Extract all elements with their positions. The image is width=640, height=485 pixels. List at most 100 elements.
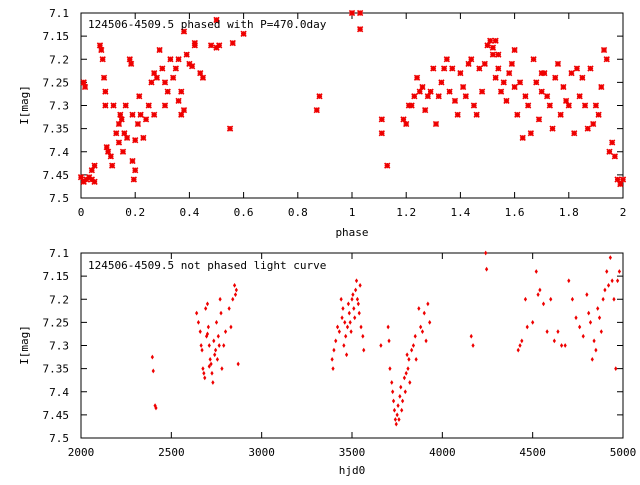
data-point xyxy=(576,93,583,100)
data-point xyxy=(556,329,560,335)
data-point xyxy=(355,296,360,302)
data-point xyxy=(102,102,109,109)
data-point xyxy=(414,356,418,362)
data-point xyxy=(349,329,353,335)
data-point xyxy=(588,319,593,325)
data-point xyxy=(188,63,196,70)
data-point xyxy=(384,162,391,169)
data-point xyxy=(611,153,619,160)
data-point xyxy=(342,343,346,348)
data-point xyxy=(140,134,147,142)
y-tick-label: 7.15 xyxy=(43,270,70,283)
x-tick-label: 1.4 xyxy=(450,206,470,219)
data-point xyxy=(113,130,120,137)
data-point xyxy=(428,319,432,325)
data-point xyxy=(151,69,158,77)
data-point xyxy=(449,65,456,72)
data-point xyxy=(167,56,174,63)
y-tick-label: 7.1 xyxy=(49,7,69,20)
y-axis-ticks: 7.1 7.15 7.2 7.25 7.3 7.35 7.4 7.45 7.5 xyxy=(43,7,623,205)
data-point xyxy=(522,93,529,100)
data-point xyxy=(350,296,354,302)
data-point xyxy=(411,93,418,100)
x-tick-label: 1.6 xyxy=(505,206,525,219)
y-tick-label: 7.45 xyxy=(43,169,70,182)
data-point xyxy=(390,380,394,385)
data-point xyxy=(341,306,345,311)
y-tick-label: 7.2 xyxy=(49,293,69,306)
data-point xyxy=(559,343,564,348)
data-point xyxy=(180,106,188,114)
data-point xyxy=(178,88,185,95)
data-point xyxy=(96,42,104,49)
data-point xyxy=(229,39,236,47)
data-point xyxy=(222,343,226,348)
data-point xyxy=(403,389,407,395)
x-tick-label: 0.4 xyxy=(179,206,199,219)
data-point xyxy=(524,102,532,109)
data-point xyxy=(213,16,220,24)
data-point xyxy=(226,125,234,132)
data-point xyxy=(552,338,556,344)
data-point xyxy=(202,370,206,376)
data-point xyxy=(107,153,114,160)
data-point xyxy=(424,93,432,100)
y-tick-label: 7.35 xyxy=(43,363,70,376)
data-point xyxy=(175,56,182,63)
data-point xyxy=(478,88,486,95)
y-tick-label: 7.3 xyxy=(49,100,69,113)
data-point xyxy=(117,111,124,118)
data-point xyxy=(420,329,425,335)
data-point xyxy=(102,88,109,95)
y-tick-label: 7.4 xyxy=(49,146,69,159)
data-point xyxy=(430,65,437,72)
data-point xyxy=(454,111,461,118)
data-point xyxy=(531,319,535,325)
data-point xyxy=(354,278,359,284)
data-point xyxy=(161,79,169,86)
data-point xyxy=(150,354,154,360)
data-point xyxy=(590,120,597,128)
data-point xyxy=(148,79,155,86)
data-point xyxy=(156,46,163,54)
unphased-light-curve-panel: 7.1 7.15 7.2 7.25 7.3 7.35 7.4 7.45 7.5 2000 2500… xyxy=(18,247,636,477)
data-point xyxy=(142,116,150,123)
data-point xyxy=(180,28,188,35)
data-point xyxy=(404,370,408,376)
data-point xyxy=(534,269,538,274)
data-point xyxy=(387,338,391,344)
data-point xyxy=(400,116,407,123)
data-point xyxy=(313,106,320,114)
x-tick-label: 3500 xyxy=(339,446,366,459)
data-point xyxy=(362,347,366,353)
data-point xyxy=(151,111,158,118)
data-point xyxy=(422,310,426,316)
data-point xyxy=(169,74,177,81)
x-tick-label: 5000 xyxy=(610,446,637,459)
data-point xyxy=(563,343,567,348)
data-point xyxy=(213,352,217,358)
data-point xyxy=(330,356,334,362)
data-point xyxy=(571,130,578,137)
data-point xyxy=(136,93,143,100)
data-points xyxy=(77,9,627,188)
data-point xyxy=(413,333,417,339)
data-point xyxy=(603,56,610,63)
data-point xyxy=(406,366,410,372)
data-point xyxy=(356,26,364,33)
data-point xyxy=(209,361,213,367)
plot-frame xyxy=(80,12,624,199)
data-point xyxy=(495,51,502,58)
data-point xyxy=(159,65,166,72)
data-point xyxy=(471,343,475,348)
data-point xyxy=(108,162,116,169)
data-point xyxy=(211,380,215,385)
data-point xyxy=(570,296,575,302)
data-point xyxy=(386,324,390,330)
data-point xyxy=(549,296,553,302)
data-point xyxy=(132,137,139,144)
data-point xyxy=(422,106,429,114)
data-point xyxy=(340,315,344,321)
data-point xyxy=(497,88,505,95)
data-point xyxy=(393,417,397,422)
